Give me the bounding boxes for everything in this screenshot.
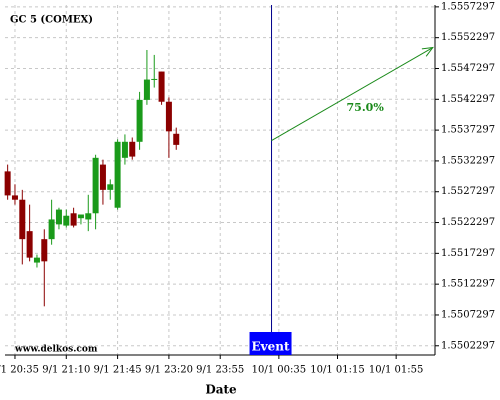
candle-body bbox=[41, 239, 48, 262]
y-tick-label: 1.5517297 bbox=[441, 248, 495, 259]
candle-body bbox=[92, 157, 99, 214]
candle-body bbox=[121, 141, 128, 158]
candle-body bbox=[4, 171, 11, 196]
candle-body bbox=[11, 195, 18, 200]
candle-body bbox=[158, 71, 165, 102]
candle-body bbox=[33, 257, 40, 263]
candle-body bbox=[173, 133, 180, 145]
candle-body bbox=[129, 141, 136, 157]
y-tick-label: 1.5542297 bbox=[441, 94, 495, 105]
x-tick-label: 9/1 23:20 bbox=[145, 365, 193, 376]
y-tick-label: 1.5532297 bbox=[441, 155, 495, 166]
arrow-label: 75.0% bbox=[347, 101, 385, 114]
x-tick-label: 9/1 21:10 bbox=[42, 365, 90, 376]
y-tick-label: 1.5552297 bbox=[441, 32, 495, 43]
y-tick-label: 1.5512297 bbox=[441, 279, 495, 290]
x-axis-label: Date bbox=[205, 383, 237, 397]
candle-body bbox=[136, 99, 143, 142]
arrow-head bbox=[421, 46, 434, 57]
x-tick-label: 9/1 20:35 bbox=[0, 365, 39, 376]
candle-body bbox=[99, 164, 106, 190]
x-tick-label: 10/1 01:55 bbox=[369, 365, 423, 376]
watermark: www.delkos.com bbox=[14, 345, 98, 355]
candle-body bbox=[70, 213, 77, 226]
candle-body bbox=[114, 141, 121, 208]
y-tick-label: 1.5527297 bbox=[441, 186, 495, 197]
x-tick-label: 10/1 00:35 bbox=[252, 365, 306, 376]
candle-body bbox=[19, 199, 26, 240]
y-tick-label: 1.5557297 bbox=[441, 1, 495, 12]
candle-body bbox=[63, 215, 70, 226]
candle-body bbox=[151, 78, 158, 80]
y-tick-label: 1.5502297 bbox=[441, 340, 495, 351]
candle-body bbox=[143, 79, 150, 100]
arrow-line bbox=[271, 47, 434, 141]
candle-body bbox=[55, 209, 62, 225]
chart-title: GC 5 (COMEX) bbox=[10, 15, 93, 26]
event-box bbox=[249, 332, 292, 355]
y-tick-label: 1.5537297 bbox=[441, 125, 495, 136]
y-tick-label: 1.5507297 bbox=[441, 309, 495, 320]
candle-body bbox=[77, 214, 84, 219]
y-tick-label: 1.5522297 bbox=[441, 217, 495, 228]
candle-body bbox=[85, 213, 92, 220]
y-tick-label: 1.5547297 bbox=[441, 63, 495, 74]
x-tick-label: 9/1 21:45 bbox=[94, 365, 142, 376]
event-label: Event bbox=[252, 340, 290, 354]
candle-body bbox=[26, 231, 33, 258]
x-tick-label: 10/1 01:15 bbox=[310, 365, 364, 376]
candle-body bbox=[107, 184, 114, 190]
candle-body bbox=[165, 101, 172, 132]
x-tick-label: 9/1 23:55 bbox=[196, 365, 244, 376]
candle-body bbox=[48, 219, 55, 240]
